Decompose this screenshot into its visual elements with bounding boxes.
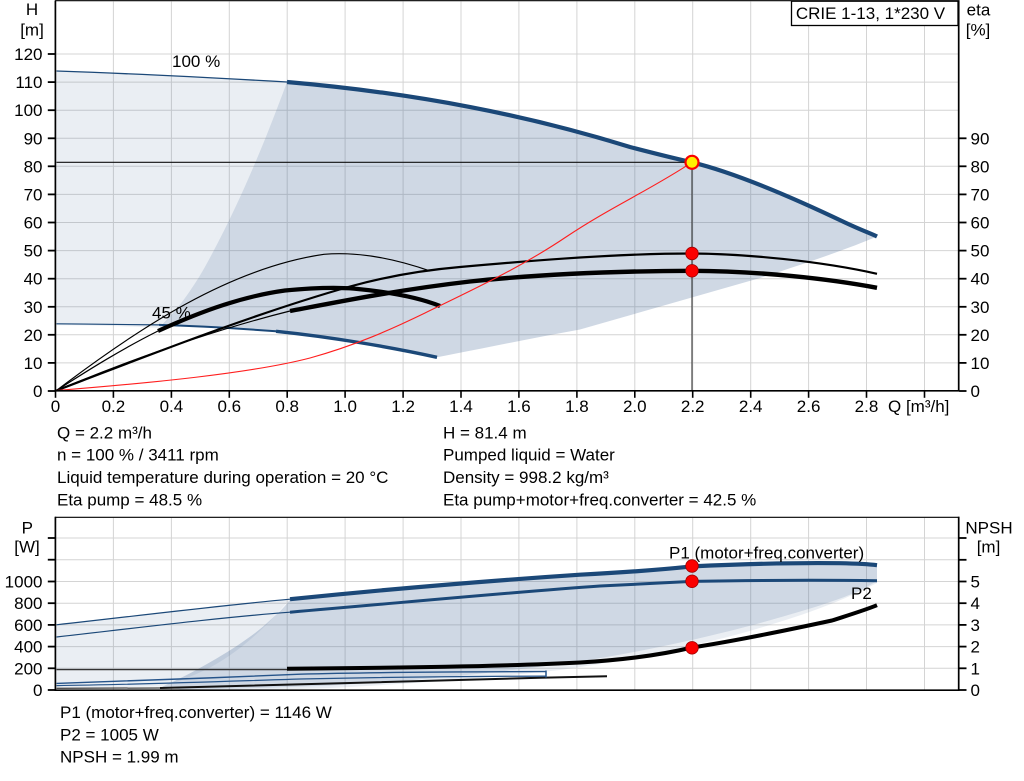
svg-text:0.6: 0.6: [217, 397, 241, 416]
svg-text:30: 30: [971, 298, 990, 317]
svg-text:NPSH: NPSH: [965, 519, 1012, 538]
svg-text:1.6: 1.6: [507, 397, 531, 416]
svg-text:1.4: 1.4: [449, 397, 473, 416]
svg-text:100 %: 100 %: [172, 52, 220, 71]
svg-text:H: H: [26, 0, 38, 19]
svg-text:200: 200: [14, 659, 42, 678]
svg-text:1.0: 1.0: [333, 397, 357, 416]
svg-text:10: 10: [24, 354, 43, 373]
svg-text:Pumped liquid = Water: Pumped liquid = Water: [443, 446, 615, 465]
svg-text:60: 60: [971, 214, 990, 233]
svg-text:2.4: 2.4: [739, 397, 763, 416]
svg-text:[m]: [m]: [977, 537, 1001, 556]
svg-text:5: 5: [971, 573, 980, 592]
svg-text:[W]: [W]: [14, 537, 40, 556]
svg-text:40: 40: [24, 270, 43, 289]
svg-text:90: 90: [971, 129, 990, 148]
svg-text:CRIE 1-13, 1*230 V: CRIE 1-13, 1*230 V: [796, 4, 946, 23]
svg-text:800: 800: [14, 594, 42, 613]
svg-text:1000: 1000: [5, 573, 43, 592]
svg-text:P: P: [22, 519, 33, 538]
svg-text:400: 400: [14, 638, 42, 657]
svg-text:0: 0: [971, 681, 980, 700]
svg-text:P1 (motor+freq.converter) = 11: P1 (motor+freq.converter) = 1146 W: [60, 703, 332, 722]
svg-text:50: 50: [24, 242, 43, 261]
svg-text:3: 3: [971, 616, 980, 635]
svg-text:0.4: 0.4: [160, 397, 184, 416]
svg-text:4: 4: [971, 594, 980, 613]
svg-text:50: 50: [971, 242, 990, 261]
svg-text:P2: P2: [851, 584, 872, 603]
svg-text:P2 = 1005 W: P2 = 1005 W: [60, 725, 159, 744]
svg-text:2.8: 2.8: [855, 397, 879, 416]
svg-text:H = 81.4 m: H = 81.4 m: [443, 423, 527, 442]
svg-text:70: 70: [971, 185, 990, 204]
svg-text:45 %: 45 %: [152, 304, 191, 323]
svg-text:1: 1: [971, 659, 980, 678]
svg-text:110: 110: [15, 73, 42, 92]
svg-text:0: 0: [33, 382, 42, 401]
svg-text:40: 40: [971, 270, 990, 289]
svg-text:0.2: 0.2: [102, 397, 126, 416]
svg-text:80: 80: [24, 157, 43, 176]
svg-text:1.8: 1.8: [565, 397, 589, 416]
svg-text:20: 20: [24, 326, 43, 345]
svg-text:0: 0: [33, 681, 42, 700]
svg-text:2.0: 2.0: [623, 397, 647, 416]
svg-text:NPSH = 1.99 m: NPSH = 1.99 m: [60, 748, 179, 767]
svg-text:0: 0: [971, 382, 980, 401]
svg-text:P1 (motor+freq.converter): P1 (motor+freq.converter): [669, 544, 864, 563]
svg-text:0.8: 0.8: [275, 397, 299, 416]
svg-text:2.6: 2.6: [797, 397, 821, 416]
svg-text:0: 0: [51, 397, 60, 416]
svg-text:Q [m³/h]: Q [m³/h]: [888, 397, 949, 416]
svg-text:80: 80: [971, 157, 990, 176]
svg-text:Liquid temperature during oper: Liquid temperature during operation = 20…: [57, 468, 388, 487]
svg-text:90: 90: [24, 129, 43, 148]
svg-text:n = 100 % / 3411 rpm: n = 100 % / 3411 rpm: [57, 446, 219, 465]
svg-text:20: 20: [971, 326, 990, 345]
svg-text:60: 60: [24, 214, 43, 233]
svg-text:Density = 998.2 kg/m³: Density = 998.2 kg/m³: [443, 468, 609, 487]
svg-text:2: 2: [971, 638, 980, 657]
svg-text:[m]: [m]: [20, 21, 44, 40]
svg-text:70: 70: [24, 185, 43, 204]
svg-text:100: 100: [14, 101, 42, 120]
svg-text:[%]: [%]: [966, 21, 991, 40]
svg-text:Eta pump = 48.5 %: Eta pump = 48.5 %: [57, 491, 202, 510]
svg-text:30: 30: [24, 298, 43, 317]
svg-text:2.2: 2.2: [681, 397, 705, 416]
svg-text:Eta pump+motor+freq.converter: Eta pump+motor+freq.converter = 42.5 %: [443, 491, 756, 510]
svg-text:120: 120: [14, 45, 42, 64]
svg-text:10: 10: [971, 354, 990, 373]
svg-text:600: 600: [14, 616, 42, 635]
svg-text:Q = 2.2 m³/h: Q = 2.2 m³/h: [57, 423, 152, 442]
svg-text:eta: eta: [967, 1, 991, 20]
svg-text:1.2: 1.2: [391, 397, 415, 416]
